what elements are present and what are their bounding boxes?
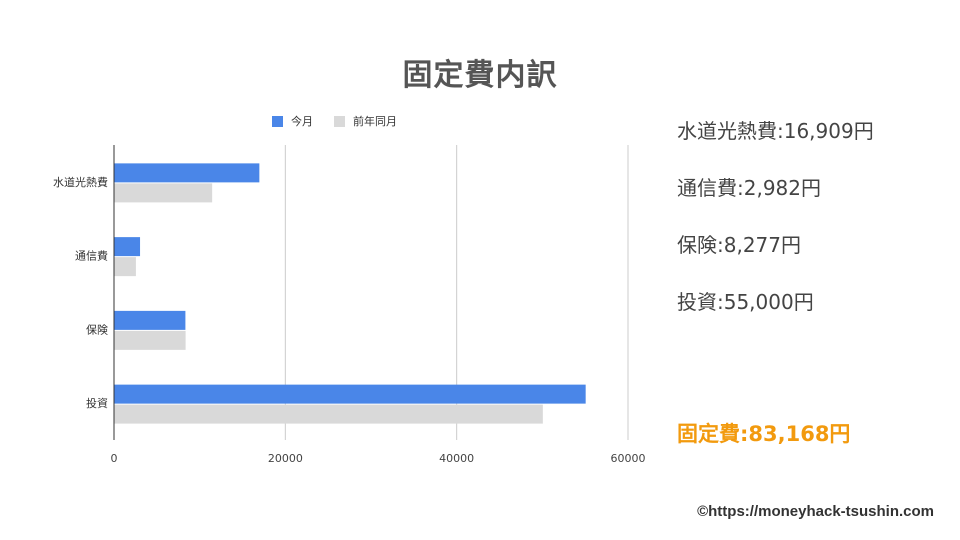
summary-communication: 通信費:2,982円 — [677, 176, 821, 200]
bar — [114, 330, 186, 350]
bar — [114, 404, 543, 424]
bar — [114, 163, 260, 183]
source-credit: ©https://moneyhack-tsushin.com — [697, 503, 934, 520]
chart-title: 固定費内訳 — [402, 58, 558, 93]
bar — [114, 183, 213, 203]
summary-utilities: 水道光熱費:16,909円 — [677, 119, 874, 143]
legend-swatch — [334, 116, 345, 127]
y-tick-label: 投資 — [86, 396, 108, 410]
bar — [114, 257, 136, 277]
y-tick-label: 通信費 — [75, 249, 108, 263]
legend-swatch — [272, 116, 283, 127]
x-tick-label: 0 — [111, 452, 118, 465]
y-tick-label: 水道光熱費 — [53, 175, 108, 189]
y-tick-label: 保険 — [86, 322, 108, 336]
x-tick-label: 60000 — [611, 452, 646, 465]
x-tick-label: 40000 — [439, 452, 474, 465]
bar — [114, 237, 141, 257]
summary-insurance: 保険:8,277円 — [677, 233, 801, 257]
legend-label: 今月 — [291, 114, 313, 128]
summary-investment: 投資:55,000円 — [677, 290, 814, 314]
x-tick-label: 20000 — [268, 452, 303, 465]
legend-label: 前年同月 — [353, 114, 397, 128]
summary-total: 固定費:83,168円 — [677, 422, 851, 446]
bar — [114, 384, 586, 404]
bar — [114, 310, 186, 330]
